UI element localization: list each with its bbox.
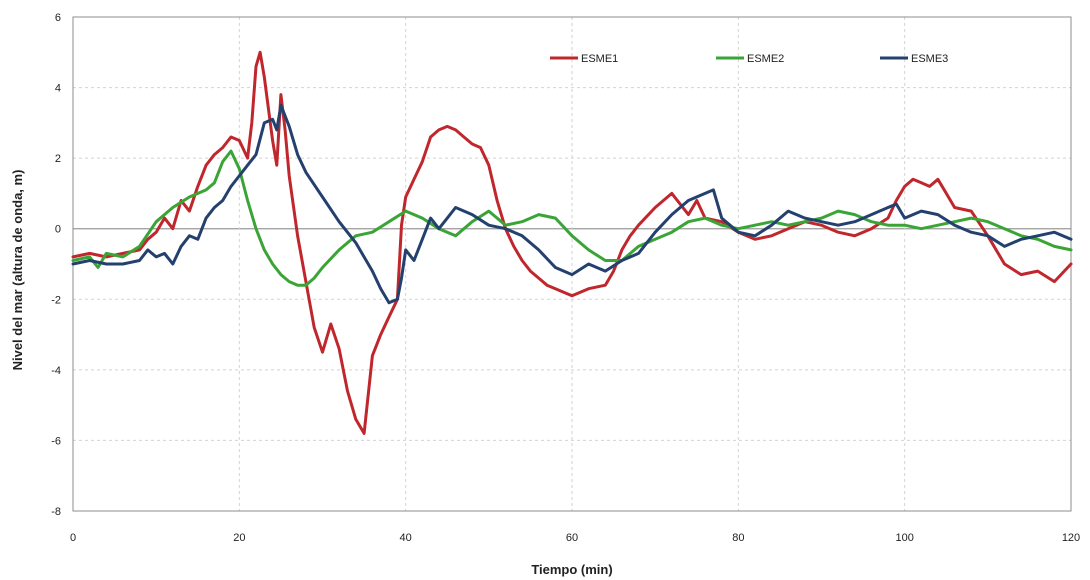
legend: ESME1 ESME2 ESME3 (550, 53, 948, 65)
y-tick-label: -4 (51, 365, 61, 377)
x-tick-label: 120 (1062, 532, 1080, 544)
legend-label-esme1: ESME1 (581, 53, 618, 65)
grid-lines (73, 16, 1071, 511)
series-line-esme3 (71, 103, 1073, 305)
x-axis-title: Tiempo (min) (531, 562, 612, 577)
y-tick-label: 2 (55, 153, 61, 165)
x-tick-label: 80 (732, 532, 744, 544)
y-tick-label: 4 (55, 83, 61, 95)
x-tick-label: 40 (400, 532, 412, 544)
series-lines (71, 50, 1073, 435)
series-line-esme2 (71, 149, 1073, 287)
x-tick-label: 0 (70, 532, 76, 544)
x-tick-label: 100 (895, 532, 913, 544)
y-tick-label: -2 (51, 294, 61, 306)
x-tick-label: 20 (233, 532, 245, 544)
y-tick-label: 0 (55, 224, 61, 236)
legend-label-esme3: ESME3 (911, 53, 948, 65)
x-tick-label: 60 (566, 532, 578, 544)
y-axis-title: Nivel del mar (altura de onda, m) (10, 170, 25, 371)
y-tick-label: -6 (51, 435, 61, 447)
legend-label-esme2: ESME2 (747, 53, 784, 65)
y-tick-label: -8 (51, 506, 61, 518)
series-line-esme1 (71, 50, 1073, 435)
y-tick-label: 6 (55, 12, 61, 24)
